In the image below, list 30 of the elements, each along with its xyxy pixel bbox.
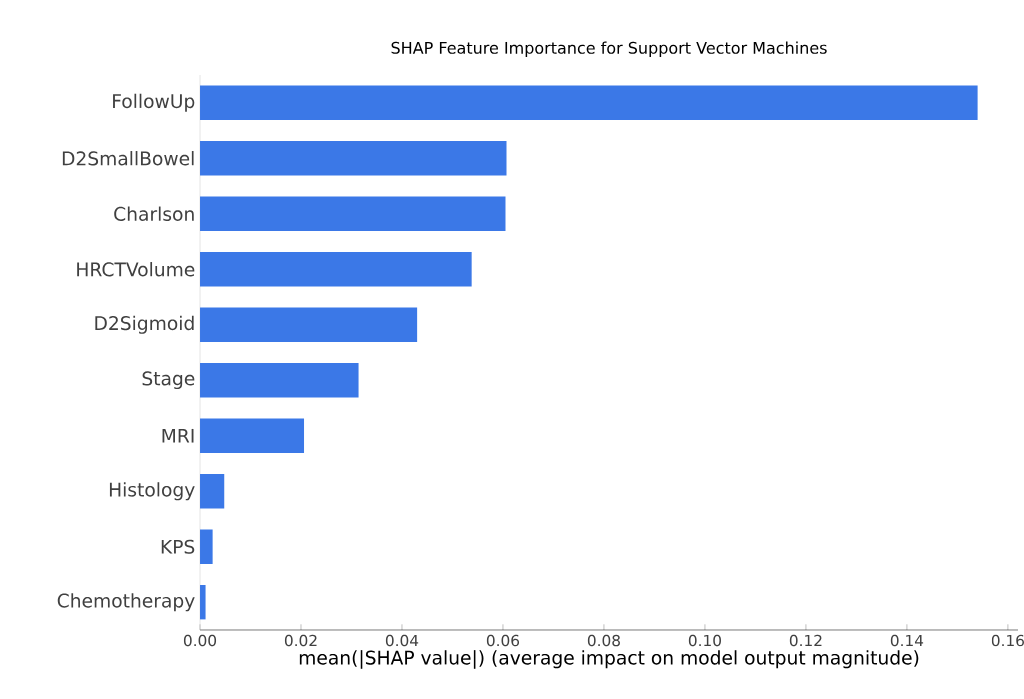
y-tick-label: D2SmallBowel	[62, 151, 194, 166]
bar	[200, 85, 978, 121]
bar	[200, 418, 305, 454]
x-tick-label: 0.16	[991, 634, 1024, 647]
bar	[200, 140, 507, 176]
y-tick-label: KPS	[161, 539, 195, 554]
y-tick-label: D2Sigmoid	[95, 315, 194, 334]
chart-title: SHAP Feature Importance for Support Vector Machines	[391, 41, 827, 57]
bar	[200, 473, 225, 509]
bar	[200, 196, 506, 232]
y-tick-label: Histology	[109, 482, 195, 501]
y-tick-label: Chemotherapy	[57, 593, 195, 612]
x-tick-label: 0.04	[385, 634, 419, 647]
y-tick-label: Charlson	[114, 206, 194, 221]
x-tick-label: 0.08	[587, 634, 620, 647]
x-tick-label: 0.02	[284, 634, 317, 647]
bar	[200, 529, 213, 565]
y-tick-label: Stage	[142, 371, 195, 390]
x-tick-label: 0.10	[688, 634, 721, 647]
bar	[200, 307, 418, 343]
x-tick-label: 0.14	[890, 634, 924, 647]
x-tick-label: 0.12	[789, 634, 822, 647]
x-tick-label: 0.00	[183, 634, 217, 647]
y-tick-label: MRI	[162, 428, 194, 443]
x-tick-label: 0.06	[486, 634, 520, 647]
y-tick-label: FollowUp	[113, 93, 195, 112]
y-tick-label: HRCTVolume	[77, 262, 195, 277]
x-axis-title: mean(|SHAP value|) (average impact on model output magnitude)	[299, 650, 919, 669]
bar	[200, 362, 359, 398]
bar	[200, 251, 472, 287]
